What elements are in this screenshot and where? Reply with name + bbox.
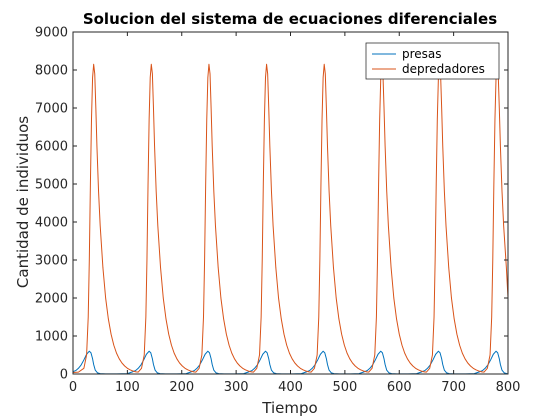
x-tick-label: 300 <box>224 380 249 395</box>
plot-area <box>73 32 508 374</box>
y-tick-label: 6000 <box>35 140 68 155</box>
y-tick-label: 7000 <box>35 102 68 117</box>
y-tick-label: 9000 <box>35 26 68 41</box>
y-tick-label: 1000 <box>35 330 68 345</box>
y-axis: 0 1000 2000 3000 4000 5000 6000 7000 8000 9000 <box>35 26 508 383</box>
x-tick-label: 400 <box>278 380 303 395</box>
x-tick-label: 500 <box>332 380 357 395</box>
legend-box <box>365 42 500 80</box>
y-tick-label: 0 <box>60 368 68 383</box>
x-axis: 0 100 200 300 400 500 600 700 800 <box>69 32 521 395</box>
y-tick-label: 2000 <box>35 292 68 307</box>
x-tick-label: 700 <box>441 380 466 395</box>
y-tick-label: 5000 <box>35 178 68 193</box>
y-axis-label: Cantidad de individuos <box>14 116 32 288</box>
x-tick-label: 100 <box>115 380 140 395</box>
y-tick-label: 4000 <box>35 216 68 231</box>
x-tick-label: 600 <box>387 380 412 395</box>
x-tick-label: 800 <box>496 380 521 395</box>
y-tick-label: 3000 <box>35 254 68 269</box>
x-tick-label: 200 <box>169 380 194 395</box>
x-tick-label: 0 <box>69 380 77 395</box>
legend-label-presas: presas <box>402 47 442 61</box>
legend-label-depredadores: depredadores <box>402 62 485 76</box>
y-tick-label: 8000 <box>35 64 68 79</box>
x-axis-label: Tiempo <box>261 399 317 417</box>
chart-title: Solucion del sistema de ecuaciones difer… <box>83 10 497 28</box>
